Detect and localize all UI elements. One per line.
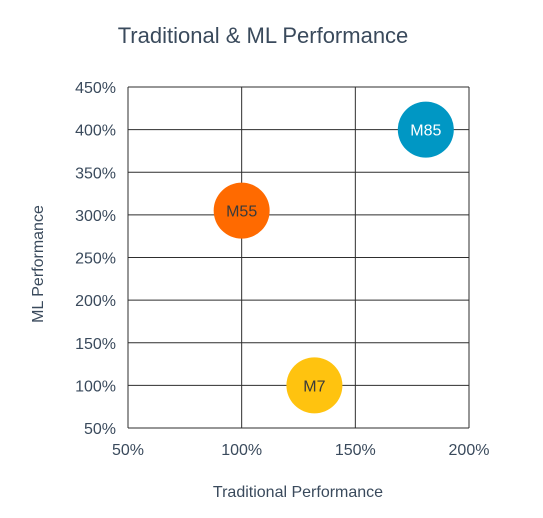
bubble-label: M55 [226,204,257,221]
bubble-m55 [213,182,270,239]
bubble-label: M85 [410,123,441,140]
y-tick-label: 200% [75,293,116,310]
y-tick-label: 300% [75,208,116,225]
y-tick-label: 100% [75,378,116,395]
y-tick-label: 50% [84,421,116,438]
x-tick-label: 150% [335,442,376,459]
y-axis-label: ML Performance [30,205,47,323]
x-tick-label: 50% [112,442,144,459]
x-tick-label: 100% [221,442,262,459]
bubble-label: M7 [303,378,325,395]
y-tick-label: 400% [75,123,116,140]
x-axis-label: Traditional Performance [213,484,383,501]
axis-ticks: 50% 100% 150% 200% 250% 300% 350% 400% 450% 50% 10… [75,80,489,459]
y-tick-label: 450% [75,80,116,97]
y-tick-label: 150% [75,336,116,353]
y-tick-label: 250% [75,251,116,268]
grid-lines [127,86,470,429]
bubble-m85 [397,101,454,158]
y-tick-label: 350% [75,165,116,182]
chart-title: Traditional & ML Performance [118,23,409,48]
bubble-m7 [286,357,343,414]
x-tick-label: 200% [449,442,490,459]
data-points: M55 M7 M85 [213,101,454,414]
